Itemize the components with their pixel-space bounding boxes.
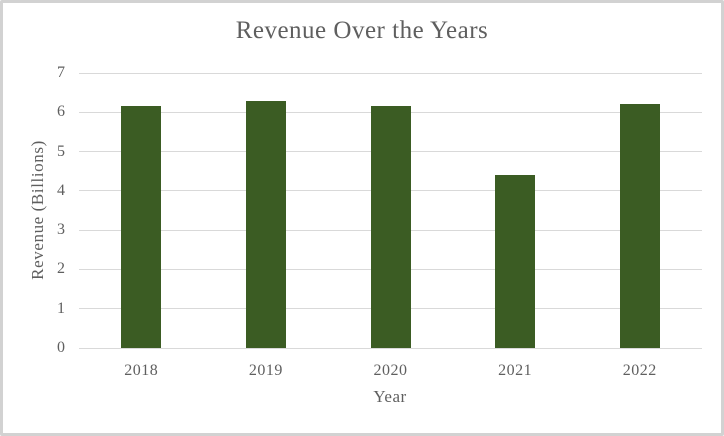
bar-2018 xyxy=(121,105,162,348)
y-tick-label: 5 xyxy=(57,142,65,160)
bar-2021 xyxy=(495,175,536,348)
x-tick-label: 2021 xyxy=(498,362,533,379)
y-tick-label: 4 xyxy=(57,181,65,199)
y-tick-label: 3 xyxy=(57,221,65,239)
bar-2019 xyxy=(245,100,286,348)
y-tick-label: 1 xyxy=(57,299,65,317)
bar-2022 xyxy=(619,103,660,348)
y-tick-label: 7 xyxy=(57,64,65,81)
chart-title: Revenue Over the Years xyxy=(235,17,489,44)
x-tick-label: 2019 xyxy=(248,362,283,379)
bar-2020 xyxy=(370,106,411,348)
y-tick-label: 0 xyxy=(57,339,65,356)
gridline xyxy=(79,72,702,74)
x-axis-title: Year xyxy=(373,387,407,406)
x-tick-label: 2018 xyxy=(124,362,159,379)
x-tick-label: 2022 xyxy=(622,362,657,379)
x-axis-line xyxy=(79,347,702,349)
x-tick-label: 2020 xyxy=(373,362,408,379)
y-tick-label: 6 xyxy=(57,103,65,121)
y-tick-label: 2 xyxy=(57,260,65,278)
